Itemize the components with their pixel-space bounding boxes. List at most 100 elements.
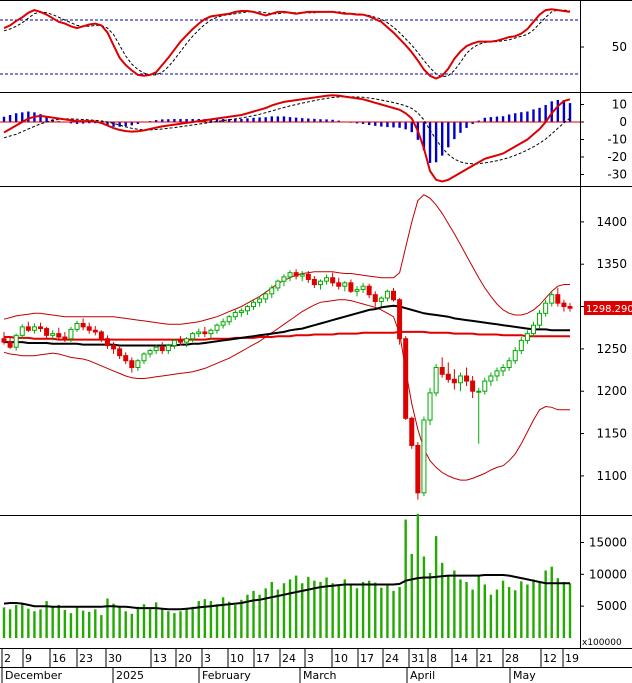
- candle-body: [190, 333, 196, 340]
- volume-bar: [173, 613, 176, 638]
- volume-bar: [562, 581, 566, 638]
- volume-bar: [343, 579, 347, 638]
- day-tick-label: 24: [385, 652, 399, 665]
- macd-histogram-bar: [173, 119, 176, 122]
- volume-bar: [410, 553, 413, 638]
- volume-bar: [81, 610, 85, 638]
- candle: [506, 357, 512, 371]
- volume-bar: [240, 599, 243, 638]
- macd-histogram-bar: [227, 119, 231, 122]
- candle-body: [196, 331, 202, 335]
- candle-body: [305, 273, 311, 280]
- candle-body: [494, 370, 500, 377]
- volume-bar: [556, 578, 560, 638]
- candle: [293, 269, 299, 280]
- candle: [123, 352, 129, 365]
- candle: [500, 364, 506, 376]
- day-tick-label: 23: [79, 652, 93, 665]
- candle: [38, 322, 44, 332]
- candle-body: [50, 333, 56, 336]
- macd-histogram-bar: [520, 112, 523, 122]
- price-tick-label: 1250: [596, 342, 627, 356]
- candle-body: [269, 287, 275, 295]
- day-tick-label: 9: [25, 652, 32, 665]
- macd-histogram-bar: [45, 116, 48, 122]
- candle: [512, 347, 518, 365]
- macd-histogram-bar: [39, 114, 42, 122]
- day-tick-label: 14: [454, 652, 468, 665]
- candle-body: [275, 280, 281, 289]
- candle: [171, 338, 177, 349]
- macd-histogram-bar: [215, 119, 219, 122]
- candle: [165, 343, 171, 354]
- moving-average-fast: [4, 304, 570, 347]
- volume-bar: [355, 588, 359, 638]
- macd-histogram-bar: [562, 100, 566, 122]
- volume-bar: [124, 611, 127, 638]
- candle: [311, 276, 317, 288]
- candle: [342, 281, 348, 292]
- candle: [251, 299, 257, 310]
- macd-histogram-bar: [234, 119, 237, 122]
- macd-histogram-bar: [240, 119, 243, 122]
- candle: [524, 330, 530, 344]
- candle-body: [1, 338, 7, 343]
- macd-histogram-bar: [94, 122, 97, 124]
- candle: [378, 296, 384, 307]
- candle: [348, 279, 354, 293]
- candle: [68, 326, 74, 343]
- macd-tick-label: -30: [607, 168, 627, 182]
- candle-body: [500, 367, 506, 372]
- candle-body: [537, 312, 543, 326]
- candle-body: [317, 280, 323, 286]
- volume-bar: [106, 598, 109, 638]
- candle: [287, 270, 293, 282]
- macd-histogram-bar: [477, 120, 480, 122]
- candle-body: [476, 390, 482, 393]
- volume-bar: [227, 601, 231, 638]
- candle-body: [281, 276, 287, 282]
- candle: [530, 321, 536, 338]
- candle-body: [238, 310, 244, 313]
- candle: [415, 442, 421, 500]
- candle: [360, 282, 366, 293]
- candle: [421, 416, 427, 497]
- moving-average-slow: [4, 330, 570, 341]
- candle-body: [427, 392, 433, 421]
- macd-histogram-bar: [538, 107, 541, 122]
- day-tick-label: 12: [543, 652, 557, 665]
- day-tick-label: 3: [204, 652, 211, 665]
- candle-body: [129, 360, 135, 369]
- macd-histogram-bar: [88, 122, 91, 124]
- candle: [141, 352, 147, 365]
- volume-bar: [507, 587, 511, 638]
- volume-unit-label: x100000: [582, 638, 622, 648]
- volume-bar: [428, 573, 432, 638]
- candle: [153, 344, 159, 354]
- candle: [80, 318, 86, 331]
- volume-bar: [215, 604, 219, 638]
- volume-bar: [234, 604, 237, 638]
- volume-moving-average: [3, 574, 570, 611]
- macd-histogram-bar: [325, 119, 328, 122]
- price-tick-label: 1200: [596, 384, 627, 398]
- macd-histogram-bar: [422, 122, 426, 151]
- macd-histogram-bar: [544, 105, 547, 122]
- volume-bar: [288, 579, 292, 638]
- volume-bar: [550, 566, 553, 638]
- candle-body: [44, 328, 50, 336]
- macd-panel: [0, 94, 580, 183]
- volume-tick-label: 5000: [596, 599, 627, 613]
- day-tick-label: 24: [282, 652, 296, 665]
- macd-histogram-bar: [167, 119, 170, 122]
- macd-tick-label: -10: [607, 133, 627, 147]
- macd-line: [3, 94, 571, 183]
- candle-body: [366, 285, 372, 296]
- candle-body: [86, 326, 92, 331]
- macd-histogram-bar: [276, 116, 280, 122]
- volume-bar: [392, 590, 395, 638]
- macd-histogram-bar: [453, 122, 456, 140]
- day-tick-label: 28: [505, 652, 519, 665]
- volume-bar: [51, 606, 54, 638]
- candle: [537, 309, 543, 329]
